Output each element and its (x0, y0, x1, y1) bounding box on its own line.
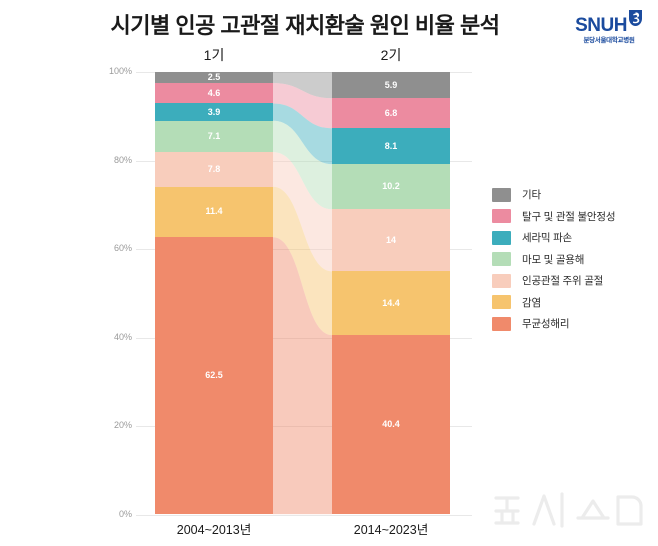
shield-icon (628, 9, 643, 31)
gridline (136, 160, 472, 162)
bar-segment-value-label: 40.4 (382, 419, 400, 430)
bar-segment: 6.8 (332, 98, 450, 129)
legend-item-label: 인공관절 주위 골절 (522, 275, 604, 288)
bar-segment-value-label: 7.8 (207, 163, 221, 174)
legend-item-label: 세라믹 파손 (522, 232, 573, 245)
group-header-period-2: 2기 (380, 47, 402, 63)
bar-segment: 4.6 (155, 83, 273, 104)
bar-segment-value-label: 14 (385, 234, 396, 245)
bar-segment-value-label: 5.9 (384, 79, 398, 90)
legend-item[interactable]: 인공관절 주위 골절 (492, 270, 652, 292)
legend-item-label: 탈구 및 관절 불안정성 (522, 210, 616, 223)
bar-segment: 7.8 (155, 152, 273, 187)
bar-segment-value-label: 11.4 (205, 206, 223, 217)
bar-segment: 14 (332, 209, 450, 272)
bar-segment: 8.1 (332, 128, 450, 165)
ribbon-band (273, 83, 332, 129)
alluvial-ribbons (273, 72, 332, 515)
y-axis-tick-label: 100% (108, 66, 132, 76)
legend-item-label: 무균성해리 (522, 318, 570, 331)
bar-segment-value-label: 3.9 (207, 106, 221, 117)
legend-item[interactable]: 세라믹 파손 (492, 227, 652, 249)
y-axis-tick-label: 60% (113, 243, 132, 254)
logo-subtext: 분당서울대학교병원 (583, 37, 635, 44)
gridline (136, 337, 472, 339)
ribbon-band (273, 72, 332, 99)
ribbon-band (273, 186, 332, 336)
legend-item[interactable]: 무균성해리 (492, 313, 652, 335)
bar-segment: 11.4 (155, 186, 273, 238)
ribbon-band (273, 103, 332, 165)
x-axis-label-period-2: 2014~2023년 (353, 523, 429, 537)
legend-color-swatch (492, 230, 511, 245)
legend-item[interactable]: 마모 및 골용해 (492, 249, 652, 271)
legend-item-label: 마모 및 골용해 (522, 253, 585, 266)
legend-item[interactable]: 기타 (492, 184, 652, 206)
bar-segment: 2.5 (155, 72, 273, 84)
gridline (136, 515, 472, 516)
legend-color-swatch (492, 187, 511, 202)
page-title: 시기별 인공 고관절 재치환술 원인 비율 분석 (110, 13, 501, 38)
legend-color-swatch (492, 316, 511, 331)
ribbon-band (273, 120, 332, 210)
bar-segment: 5.9 (332, 72, 450, 99)
legend-color-swatch (492, 252, 511, 267)
legend-color-swatch (492, 209, 511, 224)
bar-segment-value-label: 14.4 (382, 297, 400, 308)
snuh-logo: SNUH 분당서울대학교병원 (563, 10, 655, 45)
group-header-period-1: 1기 (203, 47, 225, 63)
bar-segment: 10.2 (332, 164, 450, 210)
bar-segment-value-label: 2.5 (207, 72, 221, 83)
ribbon-band (273, 237, 332, 515)
logo-wordmark-text: SNUH (575, 15, 627, 36)
bar-segment: 14.4 (332, 271, 450, 336)
y-axis-tick-label: 40% (113, 331, 132, 342)
legend-item[interactable]: 탈구 및 관절 불안정성 (492, 206, 652, 228)
x-axis-label-period-1: 2004~2013년 (176, 523, 252, 537)
y-axis-tick-label: 80% (113, 154, 132, 165)
gridline (136, 426, 472, 428)
bar-segment: 62.5 (155, 237, 273, 515)
bar-segment: 3.9 (155, 103, 273, 121)
gridline (136, 72, 472, 73)
bar-segment-value-label: 10.2 (382, 181, 400, 192)
ribbon-band (273, 152, 332, 272)
bar-segment-value-label: 8.1 (384, 140, 398, 151)
chart-header: 시기별 인공 고관절 재치환술 원인 비율 분석 SNUH 분당서울대학교병원 (0, 0, 658, 50)
bar-segment-value-label: 7.1 (207, 130, 221, 141)
legend-item[interactable]: 감염 (492, 292, 652, 314)
y-axis-tick-label: 0% (118, 509, 132, 519)
bar-segment-value-label: 6.8 (384, 107, 398, 118)
bar-segment-value-label: 4.6 (207, 87, 221, 98)
legend-color-swatch (492, 295, 511, 310)
y-axis-tick-label: 20% (113, 420, 132, 431)
bar-segment: 7.1 (155, 120, 273, 153)
bar-segment: 40.4 (332, 335, 450, 515)
bar-segment-value-label: 62.5 (205, 370, 223, 381)
legend-item-label: 감염 (522, 296, 541, 309)
legend-color-swatch (492, 273, 511, 288)
newsis-watermark (492, 487, 652, 533)
legend-item-label: 기타 (522, 189, 541, 202)
gridline (136, 249, 472, 251)
